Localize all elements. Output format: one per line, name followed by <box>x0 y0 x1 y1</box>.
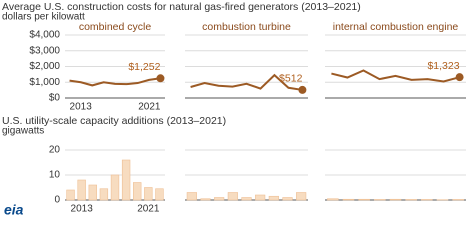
bar <box>121 159 131 201</box>
value-label: $1,252 <box>128 61 160 73</box>
bar <box>255 194 266 201</box>
y-tick-label: 10 <box>49 170 61 181</box>
x-tick-label: 2013 <box>71 204 94 215</box>
value-label: $1,323 <box>427 60 459 72</box>
chart: eia Average U.S. construction costs for … <box>2 1 466 218</box>
bar <box>133 182 142 201</box>
x-tick-label: 2021 <box>137 204 160 215</box>
bar <box>421 199 433 201</box>
bar <box>77 179 86 201</box>
y-tick-label: $4,000 <box>29 30 60 41</box>
line <box>331 69 460 83</box>
bar <box>452 199 464 201</box>
y-tick-label: $3,000 <box>29 45 60 56</box>
bar <box>200 198 211 201</box>
line <box>190 73 303 91</box>
section-title: U.S. utility-scale capacity additions (2… <box>2 115 226 127</box>
bar <box>405 199 417 201</box>
bar <box>374 199 386 201</box>
end-point <box>298 85 307 94</box>
bar <box>66 189 75 201</box>
bar <box>268 195 279 201</box>
bar <box>282 197 293 201</box>
x-tick-label: 2021 <box>138 102 161 113</box>
y-tick-label: $1,000 <box>29 77 60 88</box>
bar <box>155 188 164 201</box>
y-axis-label: dollars per kilowatt <box>2 12 85 23</box>
panel-label: internal combustion engine <box>333 21 459 33</box>
bar <box>88 184 97 201</box>
logo: eia <box>4 202 24 218</box>
x-tick-label: 2013 <box>70 102 93 113</box>
panel-label: combined cycle <box>79 21 152 33</box>
value-label: $512 <box>279 73 303 85</box>
end-point <box>156 74 165 83</box>
y-axis-label: gigawatts <box>2 126 44 137</box>
bar <box>214 197 225 201</box>
bar <box>227 192 238 201</box>
bar <box>144 187 153 201</box>
bar <box>241 197 252 201</box>
bar <box>342 198 355 201</box>
y-tick-label: $2,000 <box>29 61 60 72</box>
bar <box>296 192 307 201</box>
bar <box>99 188 109 201</box>
y-tick-label: 0 <box>54 195 60 206</box>
bar <box>327 198 339 201</box>
bar <box>358 198 370 201</box>
y-tick-label: 20 <box>49 145 61 156</box>
bar <box>389 198 402 201</box>
line <box>69 77 161 87</box>
end-point <box>455 73 464 82</box>
y-tick-label: $0 <box>49 93 61 104</box>
section-title: Average U.S. construction costs for natu… <box>2 1 361 13</box>
panel-label: combustion turbine <box>202 21 291 33</box>
bar <box>186 192 197 201</box>
bar <box>110 174 120 201</box>
